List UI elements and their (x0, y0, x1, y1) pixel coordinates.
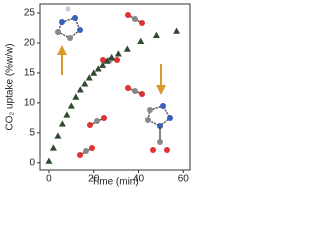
point (85, 74, 93, 81)
point (173, 27, 181, 34)
y-tick-label: 20 (24, 38, 36, 49)
y-tick-label: 0 (29, 157, 35, 168)
x-tick-label: 40 (133, 174, 145, 185)
point (152, 31, 160, 38)
y-tick-label: 15 (24, 68, 36, 79)
illustration (55, 6, 173, 158)
y-tick-label: 10 (24, 98, 36, 109)
x-axis-label: Time (min) (91, 177, 138, 188)
point (49, 144, 57, 151)
x-tick-label: 20 (88, 174, 100, 185)
x-tick-label: 60 (178, 174, 190, 185)
point (123, 45, 131, 52)
point (72, 93, 80, 100)
point (90, 69, 98, 76)
point (81, 80, 89, 87)
chart: Time (min) CO₂ uptake (%w/w) 0 20 40 60 0 5 10… (5, 3, 191, 188)
point (67, 102, 75, 109)
point (114, 50, 122, 57)
point (137, 37, 145, 44)
point (63, 111, 71, 118)
point (76, 86, 84, 93)
point (103, 57, 111, 64)
point (58, 120, 66, 127)
point (94, 65, 102, 72)
point (99, 61, 107, 68)
point (45, 157, 53, 164)
plot-frame (39, 3, 191, 171)
y-axis-label: CO₂ uptake (%w/w) (5, 43, 16, 130)
y-tick-label: 5 (29, 127, 35, 138)
point (108, 53, 116, 61)
x-tick-label: 0 (46, 174, 52, 185)
point (54, 132, 62, 139)
y-tick-label: 25 (24, 8, 36, 19)
